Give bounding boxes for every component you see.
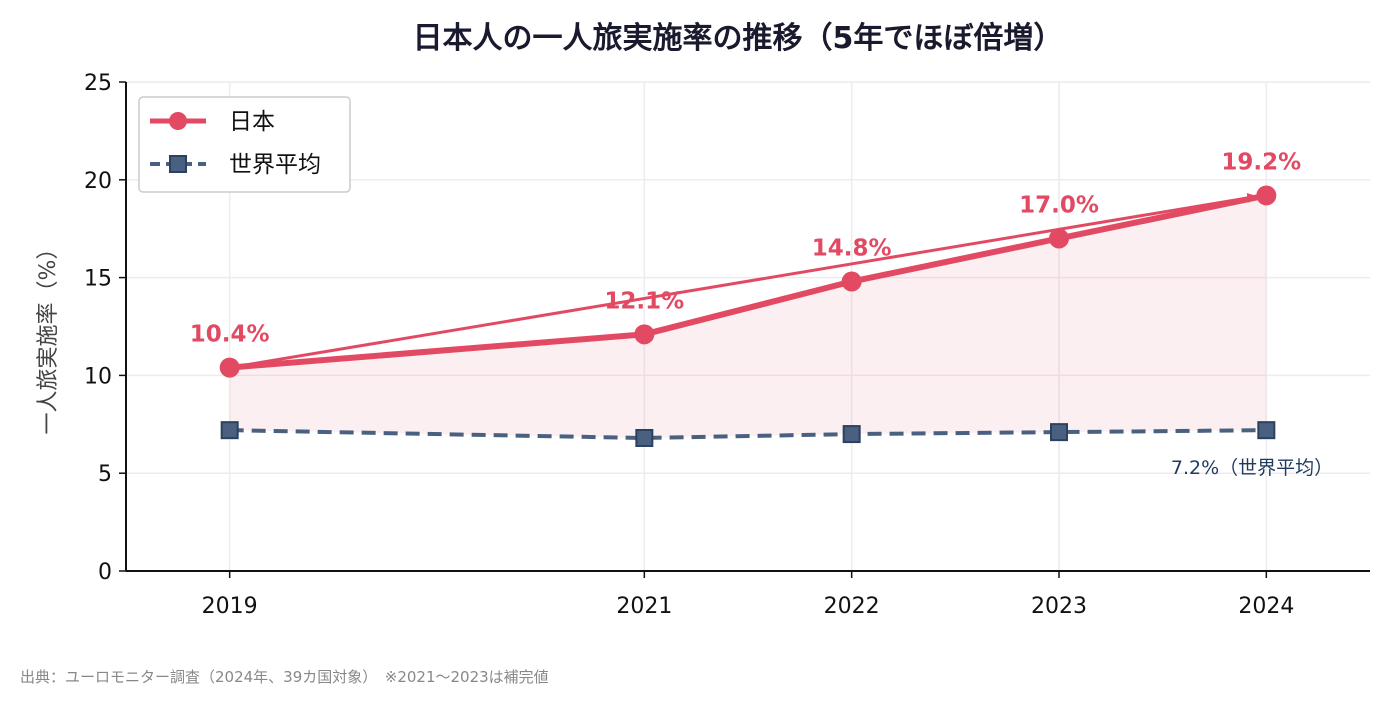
y-tick-label: 0 — [98, 560, 112, 585]
data-label-japan: 14.8% — [812, 236, 892, 262]
legend: 日本 世界平均 — [138, 96, 351, 193]
legend-japan-marker — [169, 112, 187, 130]
world-point — [220, 421, 239, 440]
data-label-japan: 12.1% — [604, 288, 684, 314]
legend-world-marker — [169, 155, 187, 173]
data-label-japan: 17.0% — [1019, 192, 1099, 218]
trend-arrow — [229, 192, 1258, 370]
x-tick-label: 2024 — [1238, 594, 1294, 619]
source-note: 出典：ユーロモニター調査（2024年、39カ国対象） ※2021〜2023は補完… — [20, 668, 549, 686]
chart-title: 日本人の一人旅実施率の推移（5年でほぼ倍増） — [413, 21, 1064, 56]
japan-point — [1049, 228, 1069, 249]
y-axis-label: 一人旅実施率（%） — [36, 238, 61, 435]
fill-between-series — [229, 195, 1267, 438]
legend-label-japan: 日本 — [229, 109, 275, 135]
data-label-japan: 19.2% — [1221, 149, 1301, 175]
y-tick-label: 10 — [84, 364, 112, 389]
japan-point — [841, 271, 862, 292]
y-tick-label: 25 — [84, 71, 112, 96]
japan-point — [634, 324, 655, 345]
x-tick-label: 2022 — [824, 594, 880, 619]
axes: 0 5 10 15 20 25 2019 2021 2022 2023 2024 — [84, 71, 1370, 619]
series-layer — [219, 185, 1277, 447]
world-point — [1050, 423, 1068, 442]
world-point — [635, 428, 654, 447]
y-tick-label: 20 — [84, 169, 112, 194]
x-tick-label: 2019 — [202, 594, 258, 619]
japan-point — [219, 357, 240, 378]
japan-point — [1256, 185, 1277, 206]
y-tick-label: 5 — [98, 462, 112, 487]
world-average-annotation: 7.2%（世界平均） — [1171, 457, 1333, 479]
world-point — [842, 425, 861, 444]
y-tick-label: 15 — [84, 267, 112, 292]
world-point — [1257, 421, 1276, 440]
x-tick-label: 2021 — [616, 594, 672, 619]
data-labels: 10.4% 12.1% 14.8% 17.0% 19.2% — [190, 149, 1301, 347]
legend-label-world: 世界平均 — [229, 152, 321, 178]
fill-area — [229, 195, 1267, 438]
data-label-japan: 10.4% — [190, 322, 270, 348]
x-tick-label: 2023 — [1031, 594, 1087, 619]
